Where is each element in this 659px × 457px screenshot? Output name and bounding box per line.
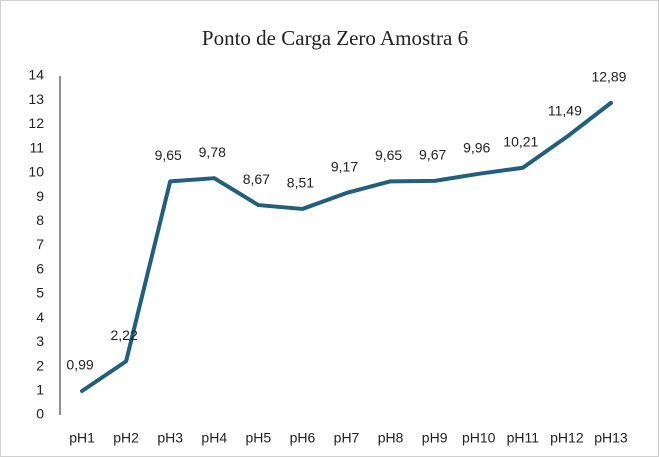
y-tick-label: 8 xyxy=(36,212,44,228)
data-label: 12,89 xyxy=(591,69,626,85)
chart-title: Ponto de Carga Zero Amostra 6 xyxy=(202,26,468,50)
y-tick-label: 5 xyxy=(36,285,44,301)
data-line xyxy=(80,100,613,394)
data-label: 10,21 xyxy=(503,133,538,149)
x-tick-label: pH1 xyxy=(69,430,95,446)
data-label: 9,65 xyxy=(155,147,182,163)
x-tick-label: pH3 xyxy=(157,430,183,446)
data-label: 11,49 xyxy=(548,102,582,118)
x-tick-label: pH6 xyxy=(290,430,316,446)
data-label: 9,67 xyxy=(419,147,446,163)
x-tick-label: pH11 xyxy=(507,430,540,446)
data-label: 8,67 xyxy=(243,171,270,187)
x-tick-label: pH9 xyxy=(422,430,448,446)
y-tick-label: 12 xyxy=(28,115,44,131)
x-tick-label: pH2 xyxy=(113,430,139,446)
y-tick-label: 10 xyxy=(28,164,44,180)
x-tick-label: pH4 xyxy=(201,430,227,446)
y-tick-label: 14 xyxy=(28,67,44,83)
y-tick-label: 11 xyxy=(29,139,44,155)
y-tick-label: 3 xyxy=(36,333,44,349)
x-tick-label: pH5 xyxy=(246,430,272,446)
y-tick-label: 2 xyxy=(36,357,44,373)
data-label: 9,65 xyxy=(375,147,402,163)
data-label: 9,17 xyxy=(331,159,358,175)
x-tick-label: pH12 xyxy=(550,430,584,446)
data-label: 0,99 xyxy=(66,357,93,373)
y-tick-label: 9 xyxy=(36,188,44,204)
y-tick-label: 6 xyxy=(36,260,44,276)
data-label: 2,22 xyxy=(110,327,137,343)
y-tick-label: 13 xyxy=(28,91,44,107)
x-tick-label: pH7 xyxy=(334,430,360,446)
x-tick-label: pH10 xyxy=(462,430,496,446)
y-tick-label: 4 xyxy=(36,309,44,325)
y-tick-label: 0 xyxy=(36,406,44,422)
y-tick-label: 7 xyxy=(36,236,44,252)
y-tick-label: 1 xyxy=(36,381,44,397)
data-label: 9,96 xyxy=(463,140,490,156)
x-tick-label: pH13 xyxy=(594,430,628,446)
data-label: 9,78 xyxy=(199,144,226,160)
x-tick-label: pH8 xyxy=(378,430,404,446)
data-label: 8,51 xyxy=(287,175,314,191)
